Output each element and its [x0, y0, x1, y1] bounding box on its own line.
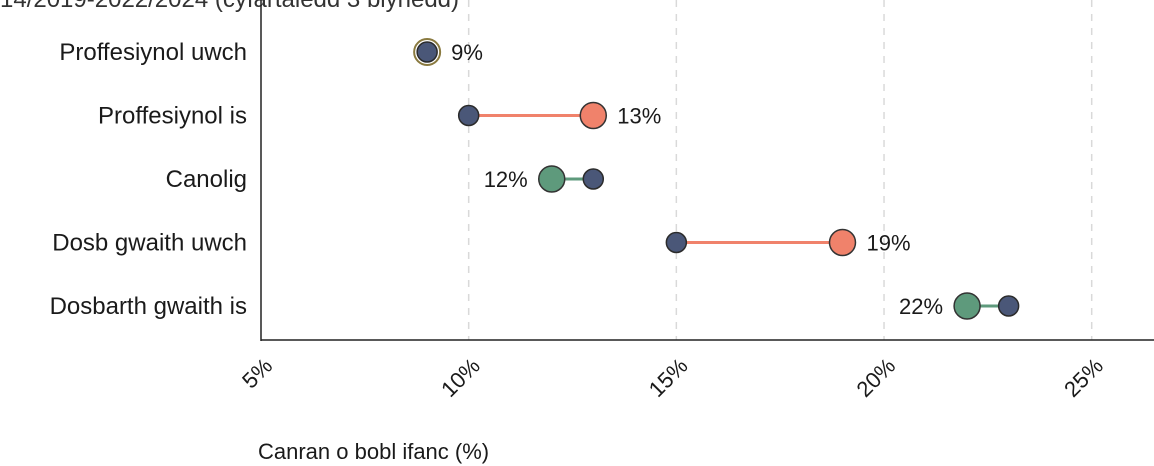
x-tick-label: 5%: [237, 353, 277, 393]
end-point: [537, 165, 566, 193]
y-category-label: Canolig: [166, 166, 247, 193]
data-label: 19%: [866, 231, 910, 256]
end-point: [953, 292, 981, 320]
x-tick-label: 25%: [1059, 353, 1108, 402]
y-axis-labels: Proffesiynol uwch Proffesiynol is Canolig D…: [50, 39, 247, 320]
x-axis-title: Canran o bobl ifanc (%): [258, 439, 489, 464]
x-axis-labels: 5% 10% 15% 20% 25%: [237, 353, 1108, 402]
data-label: 12%: [484, 167, 528, 192]
x-tick-label: 20%: [851, 353, 900, 402]
data-label: 13%: [617, 104, 661, 129]
y-category-label: Dosb gwaith uwch: [52, 230, 247, 257]
start-point: [997, 295, 1020, 317]
y-category-label: Proffesiynol is: [98, 103, 247, 130]
chart-marks: 9% 13% 12% 19% 22%: [413, 38, 1020, 320]
end-point: [828, 228, 857, 257]
axes: [260, 0, 1154, 341]
data-label: 9%: [451, 40, 483, 65]
x-tick-label: 15%: [644, 353, 693, 402]
x-tick-label: 10%: [436, 353, 485, 402]
start-point: [582, 168, 605, 190]
end-point: [579, 101, 608, 130]
y-category-label: Proffesiynol uwch: [59, 39, 247, 66]
end-point: [413, 38, 442, 66]
start-point: [457, 104, 480, 127]
y-category-label: Dosbarth gwaith is: [50, 293, 247, 320]
start-point: [665, 231, 688, 254]
start-point: [416, 41, 438, 63]
data-label: 22%: [899, 294, 943, 319]
chart-subtitle: 14/2019-2022/2024 (cyfartaledd 3 blynedd…: [0, 0, 459, 14]
gridlines: [467, 0, 1093, 340]
